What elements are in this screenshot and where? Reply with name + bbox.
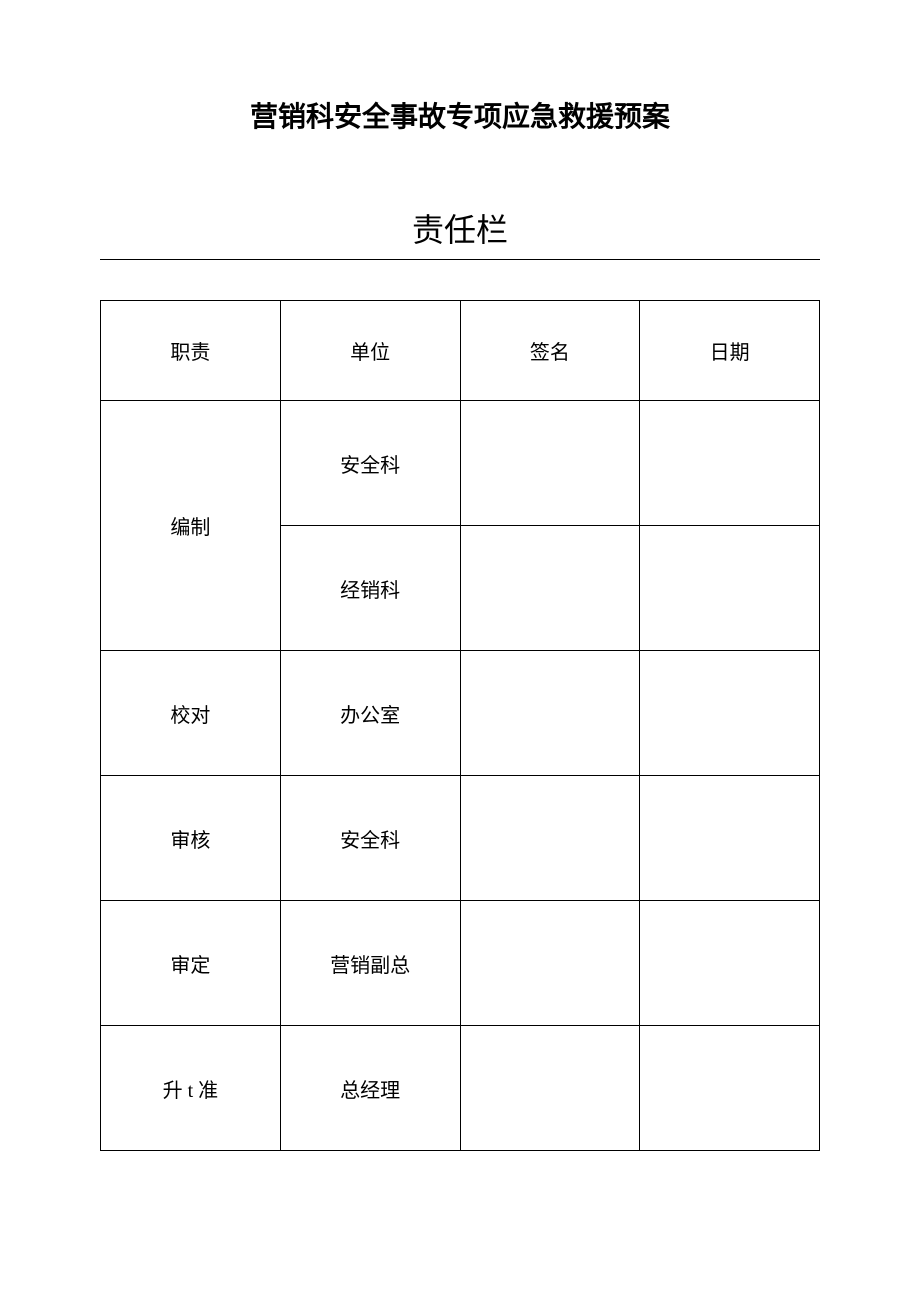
header-signature: 签名 bbox=[460, 301, 640, 401]
cell-signature bbox=[460, 901, 640, 1026]
cell-date bbox=[640, 776, 820, 901]
cell-signature bbox=[460, 651, 640, 776]
table-row: 审定 营销副总 bbox=[101, 901, 820, 1026]
cell-unit: 安全科 bbox=[280, 401, 460, 526]
cell-unit: 营销副总 bbox=[280, 901, 460, 1026]
page-container: 营销科安全事故专项应急救援预案 责任栏 职责 单位 签名 日期 编制 安全科 经… bbox=[100, 95, 820, 1151]
cell-date bbox=[640, 651, 820, 776]
table-row: 审核 安全科 bbox=[101, 776, 820, 901]
table-row: 编制 安全科 bbox=[101, 401, 820, 526]
header-role: 职责 bbox=[101, 301, 281, 401]
cell-date bbox=[640, 1026, 820, 1151]
cell-role: 审定 bbox=[101, 901, 281, 1026]
page-title: 营销科安全事故专项应急救援预案 bbox=[100, 95, 820, 135]
cell-signature bbox=[460, 526, 640, 651]
table-row: 升 t 准 总经理 bbox=[101, 1026, 820, 1151]
cell-role: 编制 bbox=[101, 401, 281, 651]
section-title: 责任栏 bbox=[100, 205, 820, 260]
cell-unit: 办公室 bbox=[280, 651, 460, 776]
cell-unit: 安全科 bbox=[280, 776, 460, 901]
cell-role: 审核 bbox=[101, 776, 281, 901]
table-row: 校对 办公室 bbox=[101, 651, 820, 776]
cell-unit: 总经理 bbox=[280, 1026, 460, 1151]
table-header-row: 职责 单位 签名 日期 bbox=[101, 301, 820, 401]
header-date: 日期 bbox=[640, 301, 820, 401]
header-unit: 单位 bbox=[280, 301, 460, 401]
responsibility-table: 职责 单位 签名 日期 编制 安全科 经销科 校对 办公室 审核 安全科 bbox=[100, 300, 820, 1151]
cell-role: 校对 bbox=[101, 651, 281, 776]
cell-signature bbox=[460, 1026, 640, 1151]
cell-signature bbox=[460, 401, 640, 526]
cell-date bbox=[640, 901, 820, 1026]
cell-date bbox=[640, 401, 820, 526]
cell-date bbox=[640, 526, 820, 651]
cell-signature bbox=[460, 776, 640, 901]
cell-role: 升 t 准 bbox=[101, 1026, 281, 1151]
cell-unit: 经销科 bbox=[280, 526, 460, 651]
